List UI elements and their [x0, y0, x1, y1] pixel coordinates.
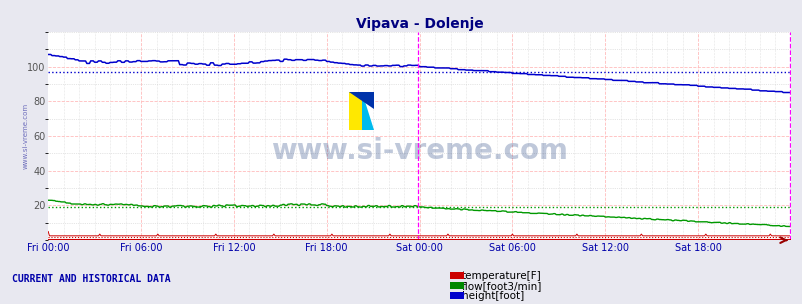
Text: flow[foot3/min]: flow[foot3/min] — [461, 281, 541, 291]
Title: Vipava - Dolenje: Vipava - Dolenje — [355, 17, 483, 31]
Bar — [349, 92, 362, 130]
Text: www.si-vreme.com: www.si-vreme.com — [271, 136, 567, 165]
Polygon shape — [362, 92, 373, 130]
Text: www.si-vreme.com: www.si-vreme.com — [23, 103, 29, 169]
Text: CURRENT AND HISTORICAL DATA: CURRENT AND HISTORICAL DATA — [12, 274, 171, 284]
Text: temperature[F]: temperature[F] — [461, 271, 541, 281]
Text: height[foot]: height[foot] — [461, 291, 524, 301]
Polygon shape — [349, 92, 373, 109]
